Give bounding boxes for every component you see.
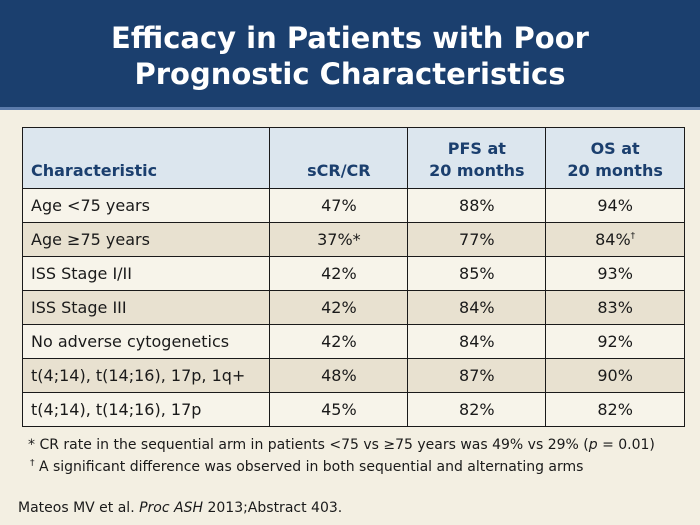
header-os-line1: OS at [590, 139, 640, 158]
cell-pfs: 77% [407, 222, 547, 257]
footnote-1: * CR rate in the sequential arm in patie… [28, 434, 693, 456]
footnotes: * CR rate in the sequential arm in patie… [28, 434, 693, 478]
slide-header: Efficacy in Patients with Poor Prognosti… [0, 0, 700, 110]
cell-characteristic: t(4;14), t(14;16), 17p [21, 392, 271, 427]
table-row: t(4;14), t(14;16), 17p, 1q+ 48% 87% 90% [21, 358, 685, 393]
footnote-1-p: p [588, 437, 598, 453]
header-pfs: PFS at 20 months [407, 127, 547, 189]
cell-characteristic: Age ≥75 years [21, 222, 271, 257]
cell-characteristic: t(4;14), t(14;16), 17p, 1q+ [21, 358, 271, 393]
header-os: OS at 20 months [545, 127, 685, 189]
cell-pfs: 88% [407, 188, 547, 223]
table-row: No adverse cytogenetics 42% 84% 92% [21, 324, 685, 359]
cell-scr-cr: 45% [269, 392, 409, 427]
slide-title: Efficacy in Patients with Poor Prognosti… [0, 20, 700, 92]
cell-scr-cr: 42% [269, 256, 409, 291]
header-os-line2: 20 months [567, 161, 663, 180]
table-row: Age <75 years 47% 88% 94% [21, 188, 685, 223]
header-pfs-line2: 20 months [429, 161, 525, 180]
os-value: 90% [597, 366, 633, 385]
footnote-1-text-b: = 0.01) [597, 437, 655, 453]
table-row: ISS Stage III 42% 84% 83% [21, 290, 685, 325]
os-value: 83% [597, 298, 633, 317]
footnote-1-text-a: CR rate in the sequential arm in patient… [35, 437, 589, 453]
header-scr-cr-line2: sCR/CR [307, 161, 371, 180]
cell-scr-cr: 47% [269, 188, 409, 223]
citation-journal: Proc ASH [139, 500, 204, 516]
cell-pfs: 87% [407, 358, 547, 393]
os-value: 94% [597, 196, 633, 215]
cell-os: 93% [545, 256, 685, 291]
citation-details: 2013;Abstract 403. [203, 500, 343, 516]
cell-scr-cr: 42% [269, 290, 409, 325]
cell-characteristic: No adverse cytogenetics [21, 324, 271, 359]
footnote-1-mark: * [28, 437, 35, 453]
table-row: ISS Stage I/II 42% 85% 93% [21, 256, 685, 291]
header-scr-cr: sCR/CR [269, 127, 409, 189]
citation-authors: Mateos MV et al. [18, 500, 140, 516]
cell-pfs: 84% [407, 290, 547, 325]
cell-pfs: 85% [407, 256, 547, 291]
title-line-1: Efficacy in Patients with Poor [111, 21, 589, 55]
cell-characteristic: ISS Stage I/II [21, 256, 271, 291]
cell-characteristic: ISS Stage III [21, 290, 271, 325]
cell-os: 94% [545, 188, 685, 223]
os-footnote-mark: † [630, 231, 636, 242]
table-header-row: Characteristic sCR/CR PFS at 20 months O… [21, 127, 685, 189]
cell-os: 92% [545, 324, 685, 359]
title-line-2: Prognostic Characteristics [134, 57, 566, 91]
cell-scr-cr: 42% [269, 324, 409, 359]
table-body: Age <75 years 47% 88% 94% Age ≥75 years … [21, 188, 685, 427]
footnote-2: † A significant difference was observed … [28, 456, 693, 478]
header-characteristic: Characteristic [21, 127, 271, 189]
table-row: t(4;14), t(14;16), 17p 45% 82% 82% [21, 392, 685, 427]
cell-pfs: 84% [407, 324, 547, 359]
cell-os: 84%† [545, 222, 685, 257]
os-value: 82% [597, 400, 633, 419]
cell-characteristic: Age <75 years [21, 188, 271, 223]
efficacy-table: Characteristic sCR/CR PFS at 20 months O… [21, 127, 685, 427]
cell-pfs: 82% [407, 392, 547, 427]
cell-scr-cr: 37%* [269, 222, 409, 257]
header-characteristic-line2: Characteristic [31, 161, 158, 180]
footnote-2-text: A significant difference was observed in… [34, 459, 584, 475]
os-value: 93% [597, 264, 633, 283]
cell-scr-cr: 48% [269, 358, 409, 393]
os-value: 84% [595, 230, 631, 249]
cell-os: 82% [545, 392, 685, 427]
header-pfs-line1: PFS at [447, 139, 506, 158]
cell-os: 83% [545, 290, 685, 325]
table-header: Characteristic sCR/CR PFS at 20 months O… [21, 127, 685, 189]
table-row: Age ≥75 years 37%* 77% 84%† [21, 222, 685, 257]
footnote-2-mark: † [30, 458, 35, 469]
os-value: 92% [597, 332, 633, 351]
cell-os: 90% [545, 358, 685, 393]
citation: Mateos MV et al. Proc ASH 2013;Abstract … [18, 500, 342, 516]
